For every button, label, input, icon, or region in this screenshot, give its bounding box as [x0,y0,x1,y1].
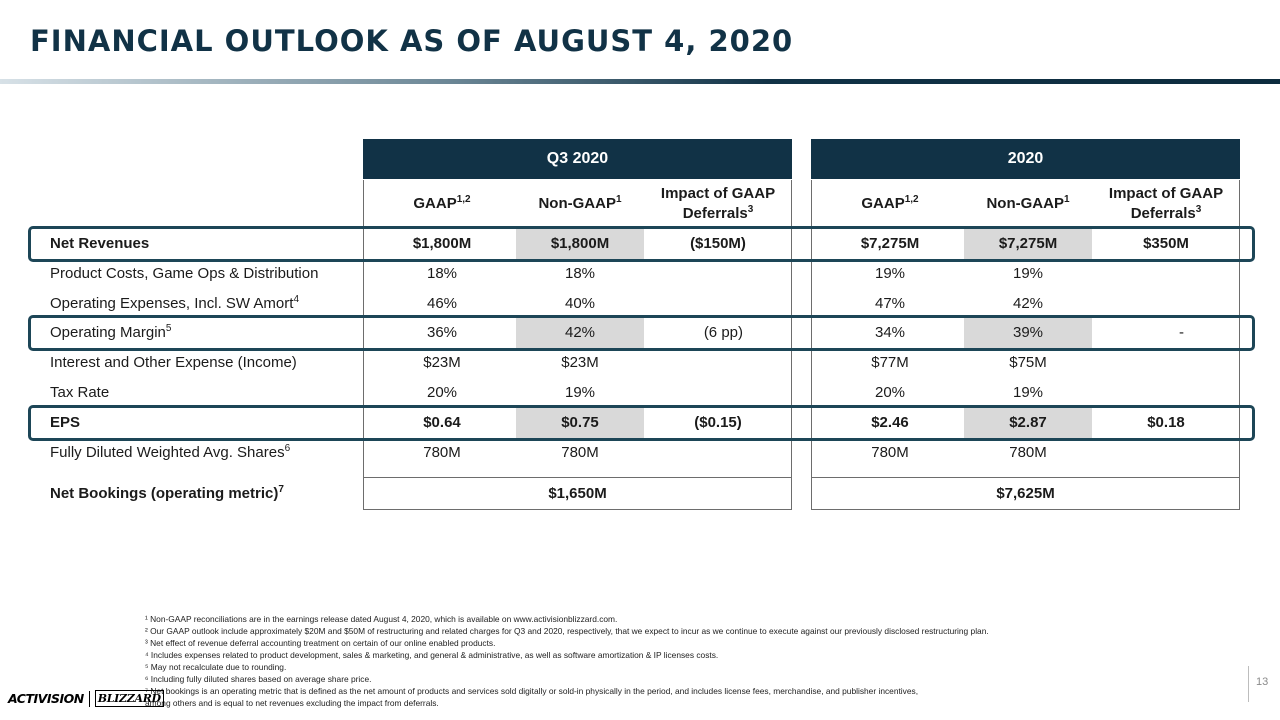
cell-q3-gaap: $0.64 [423,414,461,431]
net-bookings-fy: $7,625M [811,477,1240,510]
row-label-net-bookings: Net Bookings (operating metric)7 [50,484,284,503]
cell-q3-nongaap: $1,800M [550,235,610,252]
cell-fy-nongaap: $2.87 [1009,414,1047,431]
row-label-interest-expense: Interest and Other Expense (Income) [50,354,297,371]
footnotes: ¹ Non-GAAP reconciliations are in the ea… [145,613,1175,709]
nongaap-fill-q3-margin [516,318,644,348]
cell-q3-nongaap: 19% [564,384,596,401]
cell-q3-nongaap: 18% [564,265,596,282]
cell-fy-nongaap: 42% [1012,295,1044,312]
page-title: FINANCIAL OUTLOOK AS OF AUGUST 4, 2020 [30,24,794,58]
cell-fy-impact: $0.18 [1147,414,1185,431]
cell-fy-nongaap: $7,275M [998,235,1058,252]
subheader-fy-impact: Impact of GAAP Deferrals3 [1108,185,1224,222]
net-bookings-q3: $1,650M [363,477,792,510]
cell-q3-gaap: 780M [423,444,461,461]
page-number-divider [1248,666,1249,702]
title-divider [0,79,1280,84]
cell-q3-gaap: 36% [426,324,458,341]
subheader-q3-impact: Impact of GAAP Deferrals3 [660,185,776,222]
subheader-q3-gaap: GAAP1,2 [413,194,471,213]
period-header-fy: 2020 [811,139,1240,179]
highlight-net-revenues [28,226,1255,262]
cell-q3-nongaap: $23M [561,354,599,371]
row-label-operating-expenses: Operating Expenses, Incl. SW Amort4 [50,294,299,313]
nongaap-fill-q3-eps [516,408,644,438]
cell-fy-nongaap: 780M [1009,444,1047,461]
footnote: ⁷ Net bookings is an operating metric th… [145,686,919,696]
subheader-fy-gaap: GAAP1,2 [861,194,919,213]
cell-q3-gaap: $23M [423,354,461,371]
activision-blizzard-logo: ACTIVISION BLIZZARD [8,690,164,707]
footnote: ³ Net effect of revenue deferral account… [145,638,496,648]
cell-q3-impact: (6 pp) [703,324,743,341]
cell-fy-gaap: 780M [871,444,909,461]
nongaap-fill-fy-margin [964,318,1092,348]
footnote: ⁴ Includes expenses related to product d… [145,650,719,660]
highlight-eps [28,405,1255,441]
cell-fy-gaap: 47% [874,295,906,312]
nongaap-fill-fy-revenues [964,229,1092,259]
cell-fy-nongaap: $75M [1009,354,1047,371]
row-label-tax-rate: Tax Rate [50,384,110,401]
logo-divider [88,690,90,707]
cell-q3-impact: ($150M) [690,235,746,252]
cell-q3-nongaap: $0.75 [561,414,599,431]
cell-fy-nongaap: 39% [1012,324,1044,341]
cell-q3-gaap: 20% [426,384,458,401]
cell-fy-impact: $350M [1143,235,1189,252]
cell-fy-gaap: 20% [874,384,906,401]
row-label-operating-margin: Operating Margin5 [50,323,172,342]
cell-q3-impact: ($0.15) [694,414,742,431]
cell-fy-impact: - [1179,324,1184,341]
cell-fy-gaap: $77M [871,354,909,371]
highlight-operating-margin [28,315,1255,351]
footnote: ² Our GAAP outlook include approximately… [145,626,989,636]
cell-fy-nongaap: 19% [1012,384,1044,401]
cell-fy-gaap: 19% [874,265,906,282]
footnote: ¹ Non-GAAP reconciliations are in the ea… [145,614,618,624]
cell-q3-nongaap: 40% [564,295,596,312]
page-number: 13 [1256,676,1269,688]
activision-wordmark: ACTIVISION [8,691,84,706]
cell-q3-gaap: 18% [426,265,458,282]
cell-fy-gaap: $7,275M [860,235,920,252]
cell-fy-nongaap: 19% [1012,265,1044,282]
cell-q3-nongaap: 780M [561,444,599,461]
cell-q3-gaap: $1,800M [412,235,472,252]
footnote: among others and is equal to net revenue… [145,698,439,708]
period-header-q3: Q3 2020 [363,139,792,179]
subheader-q3-nongaap: Non-GAAP1 [538,194,622,213]
nongaap-fill-q3-revenues [516,229,644,259]
cell-q3-nongaap: 42% [564,324,596,341]
row-label-diluted-shares: Fully Diluted Weighted Avg. Shares6 [50,443,291,462]
footnote: ⁶ Including fully diluted shares based o… [145,674,372,684]
cell-fy-gaap: $2.46 [871,414,909,431]
row-label-product-costs: Product Costs, Game Ops & Distribution [50,265,319,282]
subheader-fy-nongaap: Non-GAAP1 [986,194,1070,213]
nongaap-fill-fy-eps [964,408,1092,438]
cell-fy-gaap: 34% [874,324,906,341]
cell-q3-gaap: 46% [426,295,458,312]
footnote: ⁵ May not recalculate due to rounding. [145,662,287,672]
row-label-net-revenues: Net Revenues [50,235,150,252]
row-label-eps: EPS [50,414,81,431]
blizzard-wordmark: BLIZZARD [94,690,164,707]
